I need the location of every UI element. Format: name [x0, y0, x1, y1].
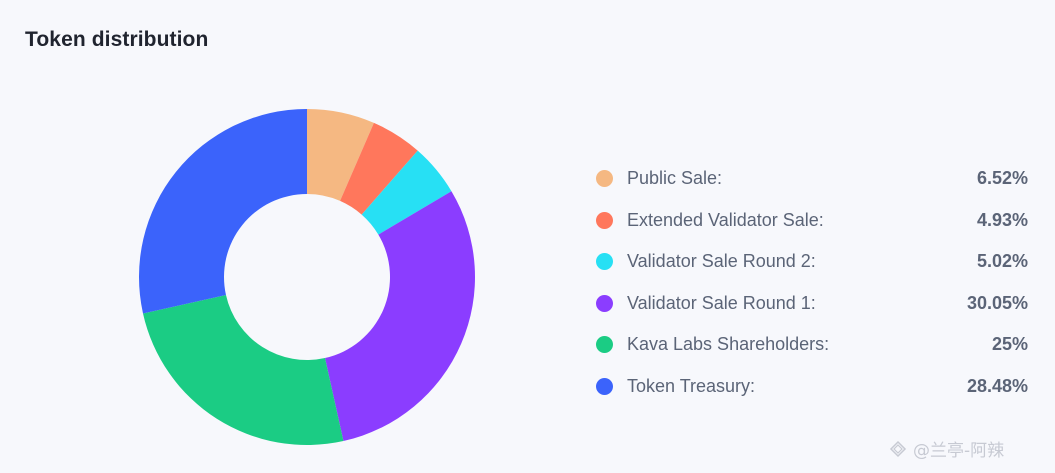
- legend-label: Kava Labs Shareholders:: [627, 334, 830, 355]
- legend-value: 30.05%: [966, 292, 1028, 313]
- legend-value: 5.02%: [976, 251, 1028, 272]
- legend-item: Extended Validator Sale: 4.93%: [596, 200, 1028, 242]
- legend-dot: [596, 170, 613, 188]
- legend-item: Validator Sale Round 1: 30.05%: [596, 283, 1028, 325]
- legend-item: Public Sale: 6.52%: [596, 158, 1028, 200]
- donut-slice-4: [325, 191, 475, 441]
- legend-value: 4.93%: [976, 209, 1028, 230]
- legend-label: Token Treasury:: [627, 375, 756, 396]
- legend-label: Public Sale:: [627, 168, 723, 189]
- legend-item: Kava Labs Shareholders: 25%: [596, 324, 1028, 366]
- watermark-icon: [889, 440, 907, 457]
- legend-value: 6.52%: [976, 168, 1028, 189]
- legend-value: 28.48%: [966, 375, 1028, 396]
- donut-slice-1: [307, 109, 374, 201]
- donut-slice-3: [361, 150, 452, 235]
- legend-dot: [596, 377, 613, 395]
- watermark-text: @兰亭-阿辣: [913, 441, 1005, 461]
- legend-dot: [596, 336, 613, 354]
- legend-item: Validator Sale Round 2: 5.02%: [596, 241, 1028, 283]
- legend-dot: [596, 211, 613, 229]
- legend-label: Extended Validator Sale:: [627, 209, 824, 230]
- watermark: @兰亭-阿辣: [889, 436, 1004, 461]
- donut-slice-6: [138, 109, 307, 314]
- legend-label: Validator Sale Round 2:: [627, 251, 816, 272]
- donut-slice-2: [340, 122, 418, 215]
- chart-legend: Public Sale: 6.52% Extended Validator Sale…: [596, 158, 1028, 407]
- legend-label: Validator Sale Round 1:: [627, 292, 816, 313]
- legend-item: Token Treasury: 28.48%: [596, 366, 1028, 408]
- legend-value: 25%: [991, 334, 1028, 355]
- donut-slice-5: [143, 295, 344, 445]
- legend-dot: [596, 294, 613, 312]
- legend-dot: [596, 253, 613, 271]
- chart-title: Token distribution: [25, 28, 209, 51]
- donut-slices: [138, 109, 475, 445]
